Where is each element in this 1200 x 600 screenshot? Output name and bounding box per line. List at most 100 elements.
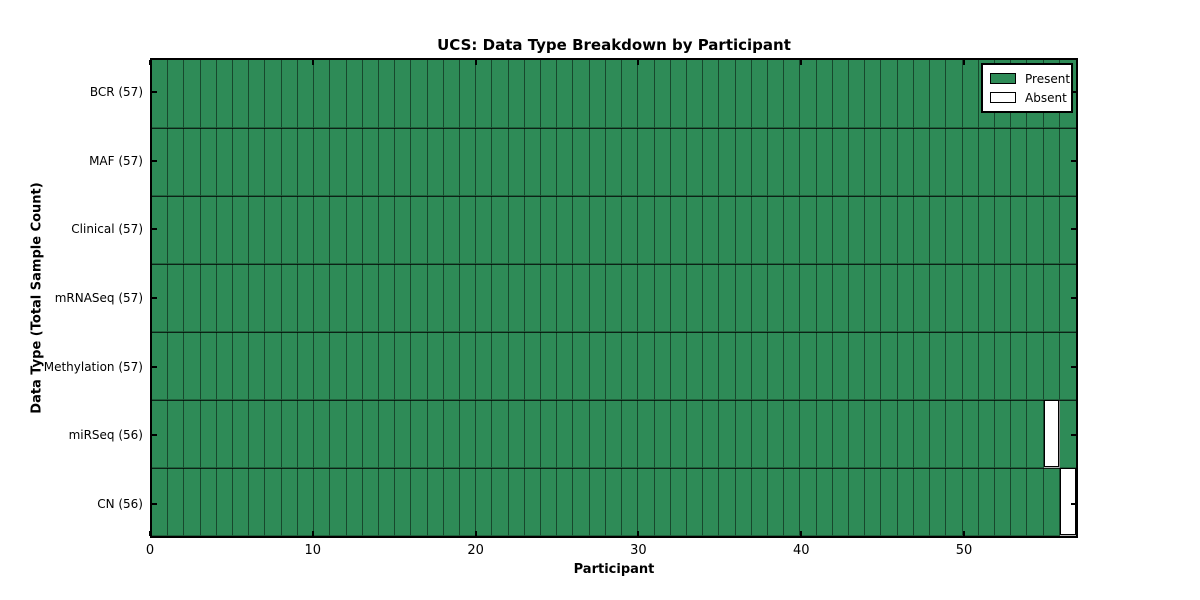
matrix-cell-CN-42 bbox=[832, 468, 850, 536]
matrix-cell-miRSeq-49 bbox=[946, 400, 963, 468]
matrix-cell-mRNASeq-55 bbox=[1043, 264, 1060, 332]
matrix-cell-BCR-37 bbox=[751, 60, 768, 128]
matrix-cell-BCR-23 bbox=[524, 60, 542, 128]
matrix-cell-miRSeq-42 bbox=[832, 400, 850, 468]
matrix-cell-Methylation-55 bbox=[1043, 332, 1060, 400]
matrix-cell-mRNASeq-17 bbox=[427, 264, 444, 332]
matrix-cell-BCR-49 bbox=[946, 60, 963, 128]
matrix-cell-Clinical-50 bbox=[962, 196, 979, 264]
matrix-cell-BCR-16 bbox=[411, 60, 428, 128]
matrix-cell-BCR-0 bbox=[152, 60, 169, 128]
x-tick-top-10 bbox=[311, 60, 314, 65]
matrix-cell-miRSeq-17 bbox=[427, 400, 444, 468]
matrix-cell-Clinical-9 bbox=[297, 196, 315, 264]
matrix-cell-MAF-45 bbox=[881, 128, 898, 196]
matrix-cell-miRSeq-16 bbox=[411, 400, 428, 468]
matrix-cell-BCR-29 bbox=[622, 60, 639, 128]
matrix-cell-MAF-28 bbox=[605, 128, 623, 196]
matrix-cell-MAF-42 bbox=[832, 128, 850, 196]
matrix-cell-mRNASeq-19 bbox=[459, 264, 477, 332]
matrix-cell-mRNASeq-7 bbox=[265, 264, 282, 332]
matrix-cell-CN-34 bbox=[703, 468, 720, 536]
matrix-cell-Methylation-12 bbox=[346, 332, 363, 400]
y-tick-left-Clinical bbox=[152, 228, 157, 231]
matrix-cell-miRSeq-37 bbox=[751, 400, 768, 468]
matrix-cell-MAF-31 bbox=[654, 128, 671, 196]
matrix-cell-mRNASeq-12 bbox=[346, 264, 363, 332]
matrix-cell-BCR-41 bbox=[816, 60, 833, 128]
matrix-cell-Clinical-55 bbox=[1043, 196, 1060, 264]
matrix-cell-Clinical-23 bbox=[524, 196, 542, 264]
matrix-cell-miRSeq-31 bbox=[654, 400, 671, 468]
matrix-cell-Methylation-51 bbox=[978, 332, 995, 400]
matrix-cell-mRNASeq-9 bbox=[297, 264, 315, 332]
matrix-cell-Methylation-22 bbox=[508, 332, 525, 400]
matrix-cell-MAF-52 bbox=[994, 128, 1012, 196]
y-tick-label-BCR: BCR (57) bbox=[89, 85, 143, 100]
matrix-cell-MAF-47 bbox=[913, 128, 931, 196]
matrix-cell-Methylation-13 bbox=[362, 332, 379, 400]
y-tick-label-Methylation: Methylation (57) bbox=[43, 359, 143, 374]
matrix-cell-Clinical-37 bbox=[751, 196, 768, 264]
y-tick-left-Methylation bbox=[152, 365, 157, 368]
y-tick-label-MAF: MAF (57) bbox=[89, 153, 143, 168]
matrix-cell-BCR-32 bbox=[670, 60, 687, 128]
matrix-cell-mRNASeq-8 bbox=[281, 264, 298, 332]
matrix-cell-Clinical-17 bbox=[427, 196, 444, 264]
x-tick-bottom-30 bbox=[637, 531, 640, 536]
matrix-cell-MAF-13 bbox=[362, 128, 379, 196]
y-tick-right-Methylation bbox=[1071, 365, 1076, 368]
matrix-cell-CN-20 bbox=[476, 468, 493, 536]
matrix-cell-mRNASeq-27 bbox=[589, 264, 606, 332]
matrix-cell-MAF-9 bbox=[297, 128, 315, 196]
matrix-cell-BCR-28 bbox=[605, 60, 623, 128]
matrix-cell-miRSeq-39 bbox=[784, 400, 801, 468]
matrix-cell-MAF-39 bbox=[784, 128, 801, 196]
matrix-cell-CN-49 bbox=[946, 468, 963, 536]
matrix-cell-CN-54 bbox=[1027, 468, 1044, 536]
matrix-cell-CN-50 bbox=[962, 468, 979, 536]
matrix-cell-MAF-14 bbox=[378, 128, 396, 196]
matrix-cell-BCR-42 bbox=[832, 60, 850, 128]
matrix-cell-BCR-26 bbox=[573, 60, 590, 128]
matrix-cell-CN-13 bbox=[362, 468, 379, 536]
matrix-cell-CN-11 bbox=[330, 468, 347, 536]
plot-area bbox=[150, 58, 1078, 538]
matrix-cell-MAF-12 bbox=[346, 128, 363, 196]
matrix-cell-miRSeq-50 bbox=[962, 400, 979, 468]
matrix-cell-Methylation-9 bbox=[297, 332, 315, 400]
matrix-cell-BCR-4 bbox=[216, 60, 234, 128]
matrix-cell-BCR-38 bbox=[767, 60, 785, 128]
matrix-cell-MAF-27 bbox=[589, 128, 606, 196]
matrix-cell-mRNASeq-54 bbox=[1027, 264, 1044, 332]
legend: Present Absent bbox=[981, 63, 1073, 113]
matrix-cell-Clinical-20 bbox=[476, 196, 493, 264]
matrix-cell-miRSeq-52 bbox=[994, 400, 1012, 468]
matrix-cell-miRSeq-8 bbox=[281, 400, 298, 468]
matrix-cell-MAF-20 bbox=[476, 128, 493, 196]
matrix-cell-Methylation-29 bbox=[622, 332, 639, 400]
matrix-cell-MAF-33 bbox=[686, 128, 704, 196]
matrix-cell-CN-9 bbox=[297, 468, 315, 536]
matrix-cell-MAF-15 bbox=[395, 128, 412, 196]
matrix-cell-Methylation-0 bbox=[152, 332, 169, 400]
matrix-cell-miRSeq-11 bbox=[330, 400, 347, 468]
row-separator bbox=[152, 332, 1076, 333]
matrix-cell-Methylation-6 bbox=[249, 332, 266, 400]
matrix-cell-mRNASeq-39 bbox=[784, 264, 801, 332]
matrix-cell-mRNASeq-3 bbox=[200, 264, 217, 332]
matrix-cell-CN-55 bbox=[1043, 468, 1060, 536]
matrix-cell-miRSeq-34 bbox=[703, 400, 720, 468]
matrix-cell-Clinical-45 bbox=[881, 196, 898, 264]
matrix-cell-Methylation-44 bbox=[865, 332, 882, 400]
matrix-cell-mRNASeq-51 bbox=[978, 264, 995, 332]
matrix-cell-CN-18 bbox=[443, 468, 460, 536]
matrix-cell-BCR-21 bbox=[492, 60, 509, 128]
matrix-cell-Methylation-23 bbox=[524, 332, 542, 400]
matrix-cell-CN-36 bbox=[735, 468, 752, 536]
matrix-cell-MAF-56 bbox=[1059, 128, 1076, 196]
matrix-cell-CN-39 bbox=[784, 468, 801, 536]
matrix-cell-miRSeq-23 bbox=[524, 400, 542, 468]
matrix-cell-Methylation-14 bbox=[378, 332, 396, 400]
matrix-cell-MAF-6 bbox=[249, 128, 266, 196]
